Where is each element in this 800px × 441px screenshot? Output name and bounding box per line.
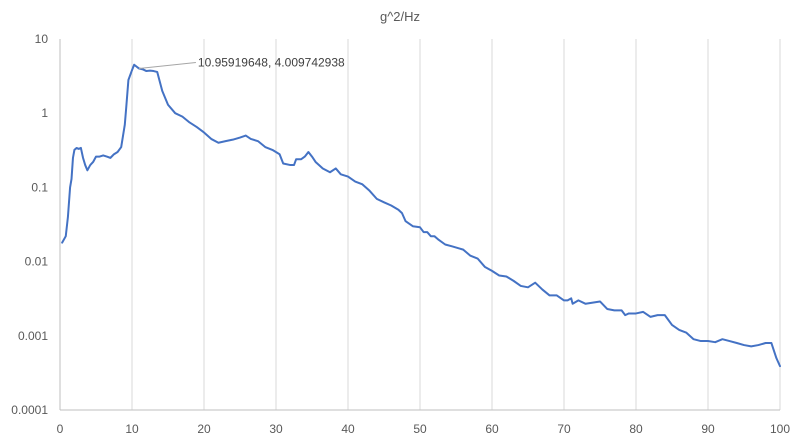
- x-tick-label: 30: [269, 422, 283, 436]
- x-tick-label: 20: [197, 422, 211, 436]
- x-tick-label: 70: [557, 422, 571, 436]
- x-tick-label: 50: [413, 422, 427, 436]
- chart-title: g^2/Hz: [380, 9, 420, 24]
- y-tick-label: 10: [35, 32, 49, 46]
- x-tick-label: 10: [125, 422, 139, 436]
- y-tick-label: 1: [41, 106, 48, 120]
- x-tick-label: 60: [485, 422, 499, 436]
- annotation-leader-line: [138, 61, 196, 69]
- x-tick-label: 100: [770, 422, 790, 436]
- x-tick-label: 80: [629, 422, 643, 436]
- annotation-layer: 10.95919648, 4.009742938: [138, 55, 345, 69]
- x-tick-label: 40: [341, 422, 355, 436]
- y-tick-label: 0.0001: [11, 403, 48, 417]
- y-tick-label: 0.1: [31, 180, 48, 194]
- x-tick-label: 90: [701, 422, 715, 436]
- series-line: [61, 63, 781, 368]
- data-label: 10.95919648, 4.009742938: [198, 55, 345, 69]
- grid-lines: [131, 39, 781, 410]
- series-layer: [61, 63, 781, 368]
- axes: 0 10 20 30 40 50 60 70 80 90 100 10 1 0.1 0.01 0.001 0.0…: [11, 32, 790, 436]
- x-tick-label: 0: [57, 422, 64, 436]
- y-tick-label: 0.001: [18, 329, 48, 343]
- y-tick-label: 0.01: [25, 255, 49, 269]
